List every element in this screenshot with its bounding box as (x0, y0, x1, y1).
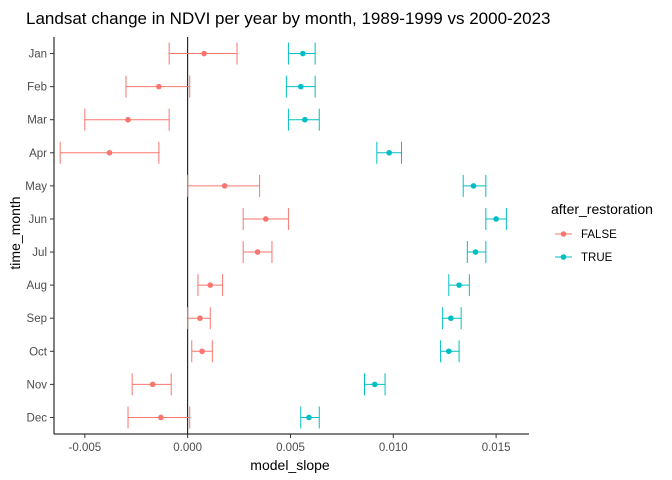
y-tick-label: Jun (28, 214, 47, 226)
data-point (386, 149, 392, 156)
data-point (262, 216, 269, 222)
y-tick-label: Sep (27, 313, 47, 325)
y-tick-label: Aug (27, 280, 47, 292)
data-point (221, 183, 228, 189)
legend-title: after_restoration (551, 201, 653, 217)
legend-key-point (560, 231, 567, 237)
legend-key-point (560, 254, 567, 260)
y-tick-label: Feb (27, 82, 47, 94)
data-point (156, 83, 162, 90)
y-tick-label: May (25, 181, 47, 193)
x-axis: -0.005 0.000 0.005 0.010 0.015 (54, 433, 529, 454)
data-point (371, 381, 378, 388)
x-axis-title: model_slope (250, 457, 330, 473)
y-axis: Jan Feb Mar Apr May Jun Jul Aug Sep Oct Nov Dec (25, 37, 55, 434)
x-tick-label: 0.000 (173, 442, 202, 454)
y-axis-title: time_month (7, 196, 23, 269)
data-point (254, 249, 261, 255)
series-true (285, 42, 507, 429)
data-point (125, 116, 131, 123)
data-point (297, 83, 304, 90)
x-tick-label: 0.015 (482, 442, 511, 454)
data-point (302, 116, 308, 123)
chart-title: Landsat change in NDVI per year by month… (26, 9, 551, 28)
data-point (207, 282, 214, 288)
plot-panel (59, 37, 507, 434)
legend-item-false: FALSE (555, 229, 617, 241)
data-point (470, 183, 477, 189)
data-point (158, 414, 164, 421)
y-tick-label: Mar (27, 115, 47, 127)
legend: after_restoration FALSE TRUE (551, 201, 653, 264)
x-tick-label: 0.005 (276, 442, 305, 454)
data-point (472, 249, 479, 255)
data-point (197, 315, 203, 322)
y-tick-label: Apr (29, 148, 47, 160)
data-point (149, 381, 156, 388)
legend-label: TRUE (581, 252, 613, 264)
y-tick-label: Jul (32, 247, 47, 259)
y-tick-label: Jan (28, 49, 47, 61)
x-tick-label: -0.005 (69, 442, 102, 454)
data-point (199, 348, 205, 355)
legend-item-true: TRUE (555, 252, 613, 264)
y-tick-label: Nov (27, 379, 48, 391)
data-point (106, 149, 113, 156)
data-point (493, 216, 499, 222)
data-point (306, 414, 312, 421)
data-point (300, 50, 306, 57)
legend-label: FALSE (581, 229, 617, 241)
data-point (456, 282, 462, 288)
y-tick-label: Dec (27, 412, 48, 424)
data-point (448, 315, 454, 322)
x-tick-label: 0.010 (379, 442, 408, 454)
data-point (201, 50, 207, 57)
y-tick-label: Oct (29, 346, 48, 358)
data-point (446, 348, 452, 355)
series-false (59, 42, 289, 429)
